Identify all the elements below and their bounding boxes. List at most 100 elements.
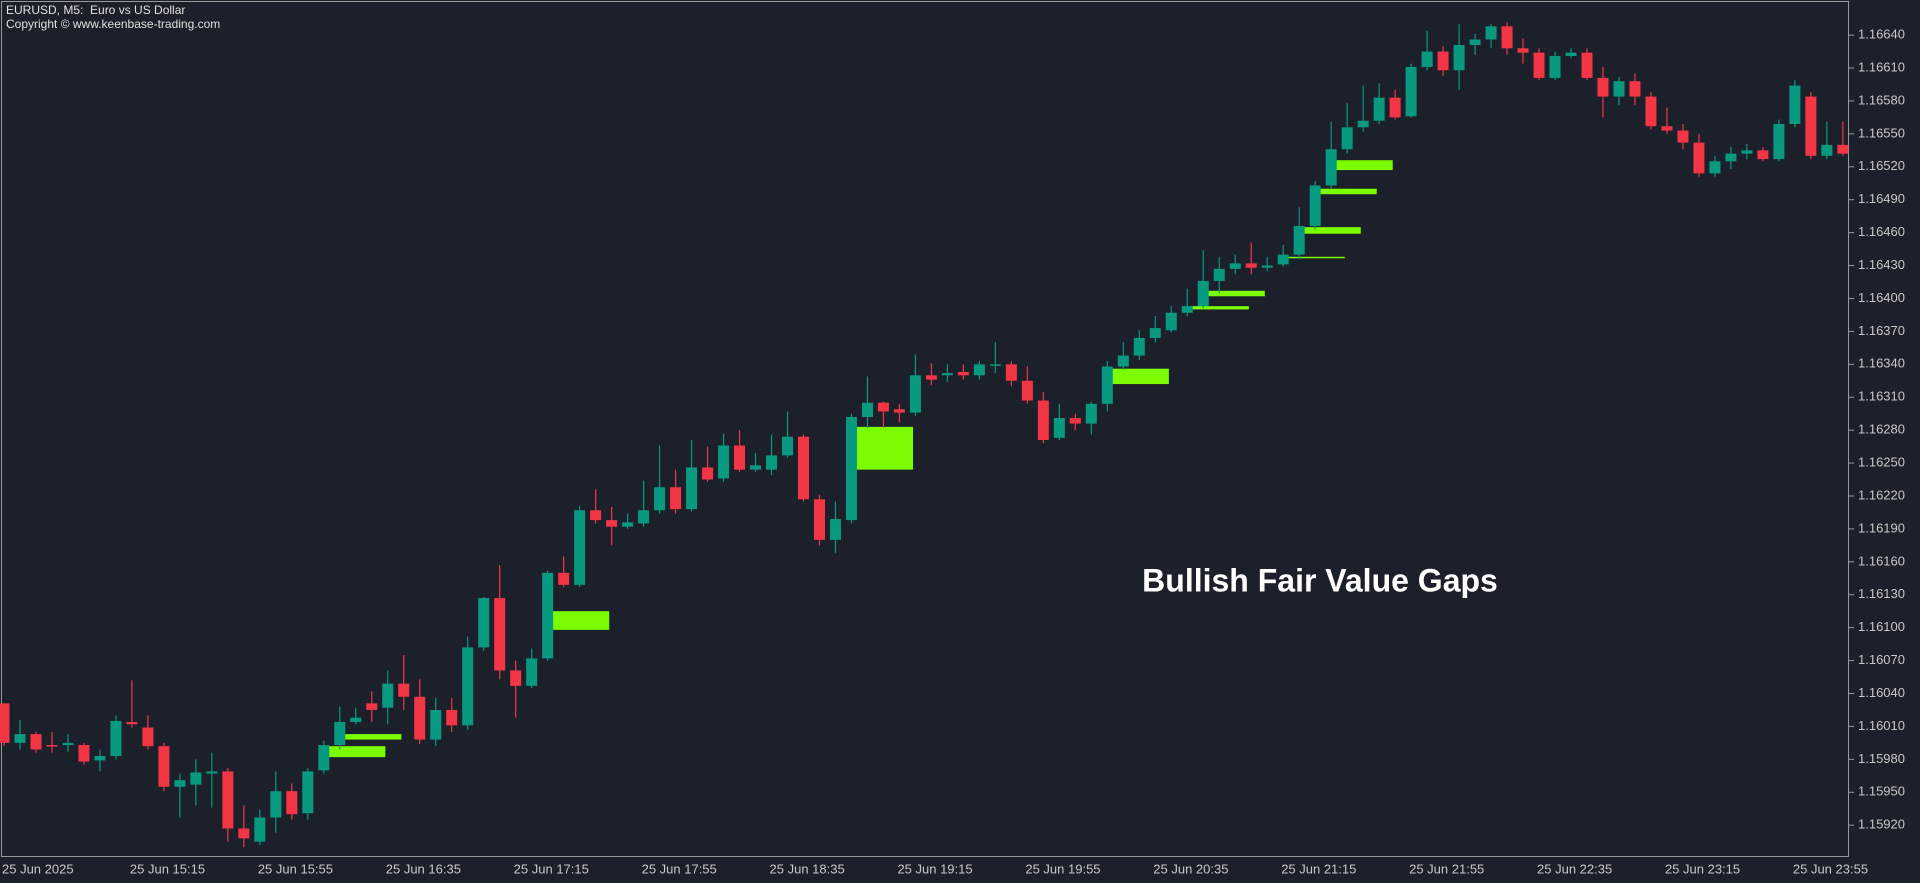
- candle-body: [1597, 77, 1609, 97]
- candle-body: [334, 722, 346, 746]
- candle-body: [1693, 142, 1705, 174]
- y-tick-label: 1.16460: [1858, 224, 1905, 239]
- candle-body: [829, 519, 841, 540]
- candle-body: [526, 658, 538, 686]
- candle-body: [574, 510, 586, 585]
- candle-body: [1133, 337, 1145, 356]
- candle-body: [14, 734, 26, 743]
- candle-body: [110, 720, 122, 757]
- y-tick-label: 1.16250: [1858, 455, 1905, 470]
- candle-body: [989, 364, 1001, 366]
- y-tick-label: 1.15950: [1858, 784, 1905, 799]
- candle-body: [1357, 120, 1369, 128]
- y-tick-label: 1.16550: [1858, 125, 1905, 140]
- candle-body: [254, 817, 266, 842]
- candle-body: [0, 703, 10, 743]
- x-tick-label: 25 Jun 16:35: [386, 861, 461, 876]
- candle-body: [925, 375, 937, 380]
- x-tick-label: 25 Jun 21:55: [1409, 861, 1484, 876]
- candle-body: [94, 756, 106, 761]
- candle-body: [1165, 312, 1177, 331]
- candle-body: [1197, 280, 1209, 307]
- candle-body: [1773, 123, 1785, 160]
- candle-body: [1613, 81, 1625, 97]
- candle-body: [1277, 254, 1289, 265]
- candle-body: [1709, 161, 1721, 174]
- fair-value-gap: [1335, 160, 1393, 171]
- y-tick-label: 1.16370: [1858, 323, 1905, 338]
- candle-body: [734, 445, 746, 470]
- candle-body: [1629, 81, 1641, 97]
- fair-value-gap: [855, 426, 914, 470]
- candle-body: [1245, 263, 1257, 268]
- candle-body: [766, 455, 778, 470]
- candle-body: [142, 727, 154, 747]
- candle-body: [1725, 153, 1737, 162]
- x-tick-label: 25 Jun 2025: [2, 861, 74, 876]
- fair-value-gap: [1287, 256, 1345, 259]
- candle-body: [1069, 418, 1081, 424]
- candle-body: [78, 745, 90, 762]
- y-tick-label: 1.16340: [1858, 356, 1905, 371]
- plot-frame: [1, 1, 1849, 857]
- candle-body: [1421, 51, 1433, 67]
- candle-body: [1117, 355, 1129, 367]
- candle-body: [1741, 150, 1753, 154]
- y-tick-label: 1.16220: [1858, 487, 1905, 502]
- candle-body: [1149, 328, 1161, 338]
- candle-body: [1053, 418, 1065, 438]
- candle-body: [270, 791, 282, 818]
- candle-body: [1309, 185, 1321, 227]
- candle-body: [1565, 52, 1577, 56]
- candle-body: [286, 791, 298, 815]
- candle-body: [798, 436, 809, 500]
- candle-body: [1485, 26, 1497, 40]
- candle-body: [750, 465, 762, 470]
- candle-body: [1101, 366, 1113, 404]
- y-tick-label: 1.15980: [1858, 751, 1905, 766]
- candle-body: [302, 771, 314, 814]
- candle-body: [1293, 226, 1305, 255]
- candle-body: [494, 598, 506, 671]
- candle-body: [238, 828, 250, 839]
- candle-body: [654, 487, 666, 511]
- x-tick-label: 25 Jun 17:15: [514, 861, 589, 876]
- candle-body: [126, 722, 138, 725]
- candle-body: [382, 683, 394, 708]
- x-tick-label: 25 Jun 19:15: [897, 861, 972, 876]
- candle-body: [30, 734, 42, 750]
- candle-body: [1501, 26, 1513, 49]
- candle-body: [622, 522, 634, 527]
- candle-body: [558, 572, 570, 585]
- candle-body: [1549, 55, 1561, 78]
- fair-value-gap: [1111, 368, 1169, 385]
- fair-value-gap: [343, 734, 402, 740]
- fair-value-gap: [1319, 188, 1377, 195]
- candle-body: [686, 467, 698, 510]
- candle-body: [957, 371, 969, 376]
- candle-body: [1469, 39, 1481, 45]
- x-tick-label: 25 Jun 17:55: [642, 861, 717, 876]
- candle-body: [893, 409, 905, 413]
- candle-body: [62, 742, 74, 746]
- chart-title: EURUSD, M5: Euro vs US Dollar: [6, 3, 185, 17]
- y-tick-label: 1.16640: [1858, 27, 1905, 42]
- x-tick-label: 25 Jun 23:15: [1665, 861, 1740, 876]
- candle-body: [1405, 66, 1417, 117]
- candle-body: [845, 416, 857, 521]
- candle-body: [718, 445, 730, 479]
- candle-body: [1341, 127, 1353, 150]
- candle-body: [1389, 97, 1401, 118]
- candle-body: [1837, 144, 1849, 154]
- x-tick-label: 25 Jun 23:55: [1793, 861, 1868, 876]
- candle-body: [1533, 52, 1545, 78]
- candle-body: [1581, 52, 1593, 78]
- candle-body: [877, 402, 889, 412]
- candle-body: [1517, 48, 1529, 53]
- x-tick-label: 25 Jun 20:35: [1153, 861, 1228, 876]
- y-tick-label: 1.16580: [1858, 92, 1905, 107]
- y-tick-label: 1.16070: [1858, 652, 1905, 667]
- candle-body: [861, 402, 873, 417]
- y-tick-label: 1.16490: [1858, 191, 1905, 206]
- candle-body: [1005, 364, 1017, 381]
